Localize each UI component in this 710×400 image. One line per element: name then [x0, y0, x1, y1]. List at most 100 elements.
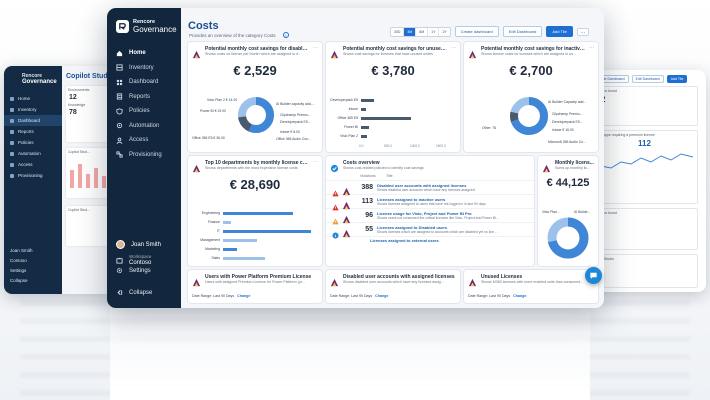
workspace-name: Contoso: [129, 260, 152, 266]
left-nav-home[interactable]: Home: [4, 93, 62, 104]
left-item2: Copilot Stud...: [68, 208, 90, 212]
left-brand-top: Rencore: [22, 73, 43, 79]
range-30d[interactable]: 30D: [391, 27, 404, 36]
right-edit-button[interactable]: Edit Dashboard: [631, 75, 664, 83]
violation-count: 55: [365, 226, 373, 233]
range-3m[interactable]: 3M: [403, 27, 416, 36]
change-link[interactable]: Change: [513, 294, 527, 298]
policy-desc: Shows licenses assigned to users that ha…: [377, 202, 486, 206]
card-unused-licenses[interactable]: Unused Licenses Shows M365 licenses with…: [464, 270, 598, 303]
bar: [223, 221, 231, 224]
card-menu-icon[interactable]: ⋯: [589, 45, 594, 51]
sidebar-item-automation[interactable]: Automation: [107, 119, 181, 134]
range-6m[interactable]: 6M: [415, 27, 428, 36]
chat-button[interactable]: [585, 267, 602, 284]
power-platform-icon: [330, 46, 339, 59]
left-nav-label: Inventory: [18, 107, 37, 112]
right-card4-label: Copilot Studio: [592, 257, 614, 261]
policy-desc: Shows users not consumed the critical li…: [377, 216, 499, 220]
donut-label: Power BI € 19.00: [200, 109, 227, 113]
sidebar-item-home[interactable]: Home: [107, 46, 181, 61]
sidebar-item-label: Home: [129, 50, 146, 57]
left-settings[interactable]: Settings: [10, 268, 27, 273]
right-card3-value: 7: [589, 217, 697, 226]
right-card-1: Violations found 102: [588, 86, 698, 126]
bar: [361, 135, 367, 138]
more-options-button[interactable]: ...: [576, 27, 589, 36]
dashboard-icon: [116, 79, 123, 85]
add-tile-button[interactable]: Add Tile: [546, 26, 573, 37]
left-nav-dashboard[interactable]: Dashboard: [4, 115, 62, 126]
violation-count: 388: [361, 184, 373, 191]
user-profile[interactable]: Joan Smith: [116, 238, 178, 251]
card-monthly-licenses[interactable]: Monthly licens... Sums up monthly lic...…: [538, 156, 598, 266]
column-title: Title: [386, 174, 393, 178]
table-row[interactable]: 388 Disabled user accounts with assigned…: [326, 180, 534, 197]
left-nav-policies[interactable]: Policies: [4, 137, 62, 148]
sidebar-item-inventory[interactable]: Inventory: [107, 61, 181, 76]
donut-label: Microsoft 365 Audio Co...: [548, 140, 586, 144]
bar: [361, 126, 369, 129]
card-value: € 44,125: [546, 177, 590, 189]
card-disabled-accounts[interactable]: Disabled user accounts with assigned lic…: [326, 270, 460, 303]
card-inactive-users-savings[interactable]: Potential monthly cost savings for inact…: [464, 42, 598, 152]
date-range-row: Date Range: Last 90 Days Change: [464, 291, 530, 301]
left-stat2-label: Knowledge: [68, 103, 86, 107]
warning-icon: [332, 184, 339, 197]
sidebar-item-reports[interactable]: Reports: [107, 90, 181, 105]
left-collapse[interactable]: Collapse: [10, 278, 28, 283]
settings-link[interactable]: Settings: [116, 267, 151, 274]
collapse-label: Collapse: [129, 289, 153, 296]
right-card1-label: Violations found: [592, 89, 617, 93]
card-value: € 3,780: [371, 63, 415, 78]
left-nav-provisioning[interactable]: Provisioning: [4, 170, 62, 181]
table-row[interactable]: 113 Licenses assigned to inactive users S…: [326, 194, 534, 211]
card-menu-icon[interactable]: ⋯: [313, 159, 318, 165]
sidebar: Rencore Governance Home Inventory Dashbo…: [107, 8, 181, 308]
card-power-platform-premium[interactable]: Users with Power Platform Premium Licens…: [188, 270, 322, 303]
left-nav-automation[interactable]: Automation: [4, 148, 62, 159]
sidebar-item-access[interactable]: Access: [107, 133, 181, 148]
card-top-departments[interactable]: Top 10 departments by monthly license co…: [188, 156, 322, 266]
power-platform-icon: [342, 183, 351, 196]
sidebar-item-policies[interactable]: Policies: [107, 104, 181, 119]
left-stat1-value: 12: [69, 94, 77, 101]
settings-label: Settings: [129, 267, 151, 274]
range-2y[interactable]: 2Y: [438, 27, 450, 36]
left-nav-reports[interactable]: Reports: [4, 126, 62, 137]
right-card3-label: Violations found: [592, 211, 617, 215]
right-card-2: Power Apps requiring a premium license 1…: [588, 130, 698, 204]
info-icon[interactable]: i: [283, 32, 289, 38]
power-platform-icon: [542, 160, 551, 173]
date-range-label: Date Range: Last 90 Days: [468, 294, 511, 298]
left-nav-access[interactable]: Access: [4, 159, 62, 170]
card-menu-icon[interactable]: ⋯: [313, 45, 318, 51]
edit-dashboard-button[interactable]: Edit Dashboard: [502, 26, 543, 37]
power-platform-icon: [468, 274, 477, 287]
change-link[interactable]: Change: [375, 294, 389, 298]
right-add-button[interactable]: Add Tile: [666, 75, 688, 83]
create-dashboard-button[interactable]: Create dashboard: [454, 26, 499, 37]
workspace-switcher[interactable]: Workspace Contoso: [116, 254, 178, 266]
left-user-name: Joan Smith: [10, 248, 33, 253]
collapse-button[interactable]: Collapse: [116, 289, 152, 296]
user-name: Joan Smith: [131, 241, 162, 248]
date-range-label: Date Range: Last 90 Days: [192, 294, 235, 298]
card-costs-overview[interactable]: Costs overview Shows cost-related polici…: [326, 156, 534, 266]
sidebar-item-dashboard[interactable]: Dashboard: [107, 75, 181, 90]
table-row[interactable]: Licenses assigned to external users: [326, 236, 534, 244]
card-subtitle: Shows M365 licenses with more enabled un…: [481, 280, 584, 284]
change-link[interactable]: Change: [237, 294, 251, 298]
policy-title[interactable]: Licenses assigned to external users: [370, 238, 439, 243]
violation-count: 113: [361, 198, 373, 205]
left-nav-inventory[interactable]: Inventory: [4, 104, 62, 115]
sidebar-item-provisioning[interactable]: Provisioning: [107, 148, 181, 163]
card-disabled-users-savings[interactable]: Potential monthly cost savings for disab…: [188, 42, 322, 152]
table-row[interactable]: 55 Licenses assigned to Disabled users Sh…: [326, 222, 534, 239]
table-row[interactable]: 96 License usage for Visio, Project and …: [326, 208, 534, 225]
card-unused-units-savings[interactable]: Potential monthly cost savings for unuse…: [326, 42, 460, 152]
range-1y[interactable]: 1Y: [427, 27, 439, 36]
policy-desc: Shows disabled user accounts which have …: [377, 188, 475, 192]
bar-label: Intune: [348, 107, 358, 111]
card-menu-icon[interactable]: ⋯: [451, 45, 456, 51]
